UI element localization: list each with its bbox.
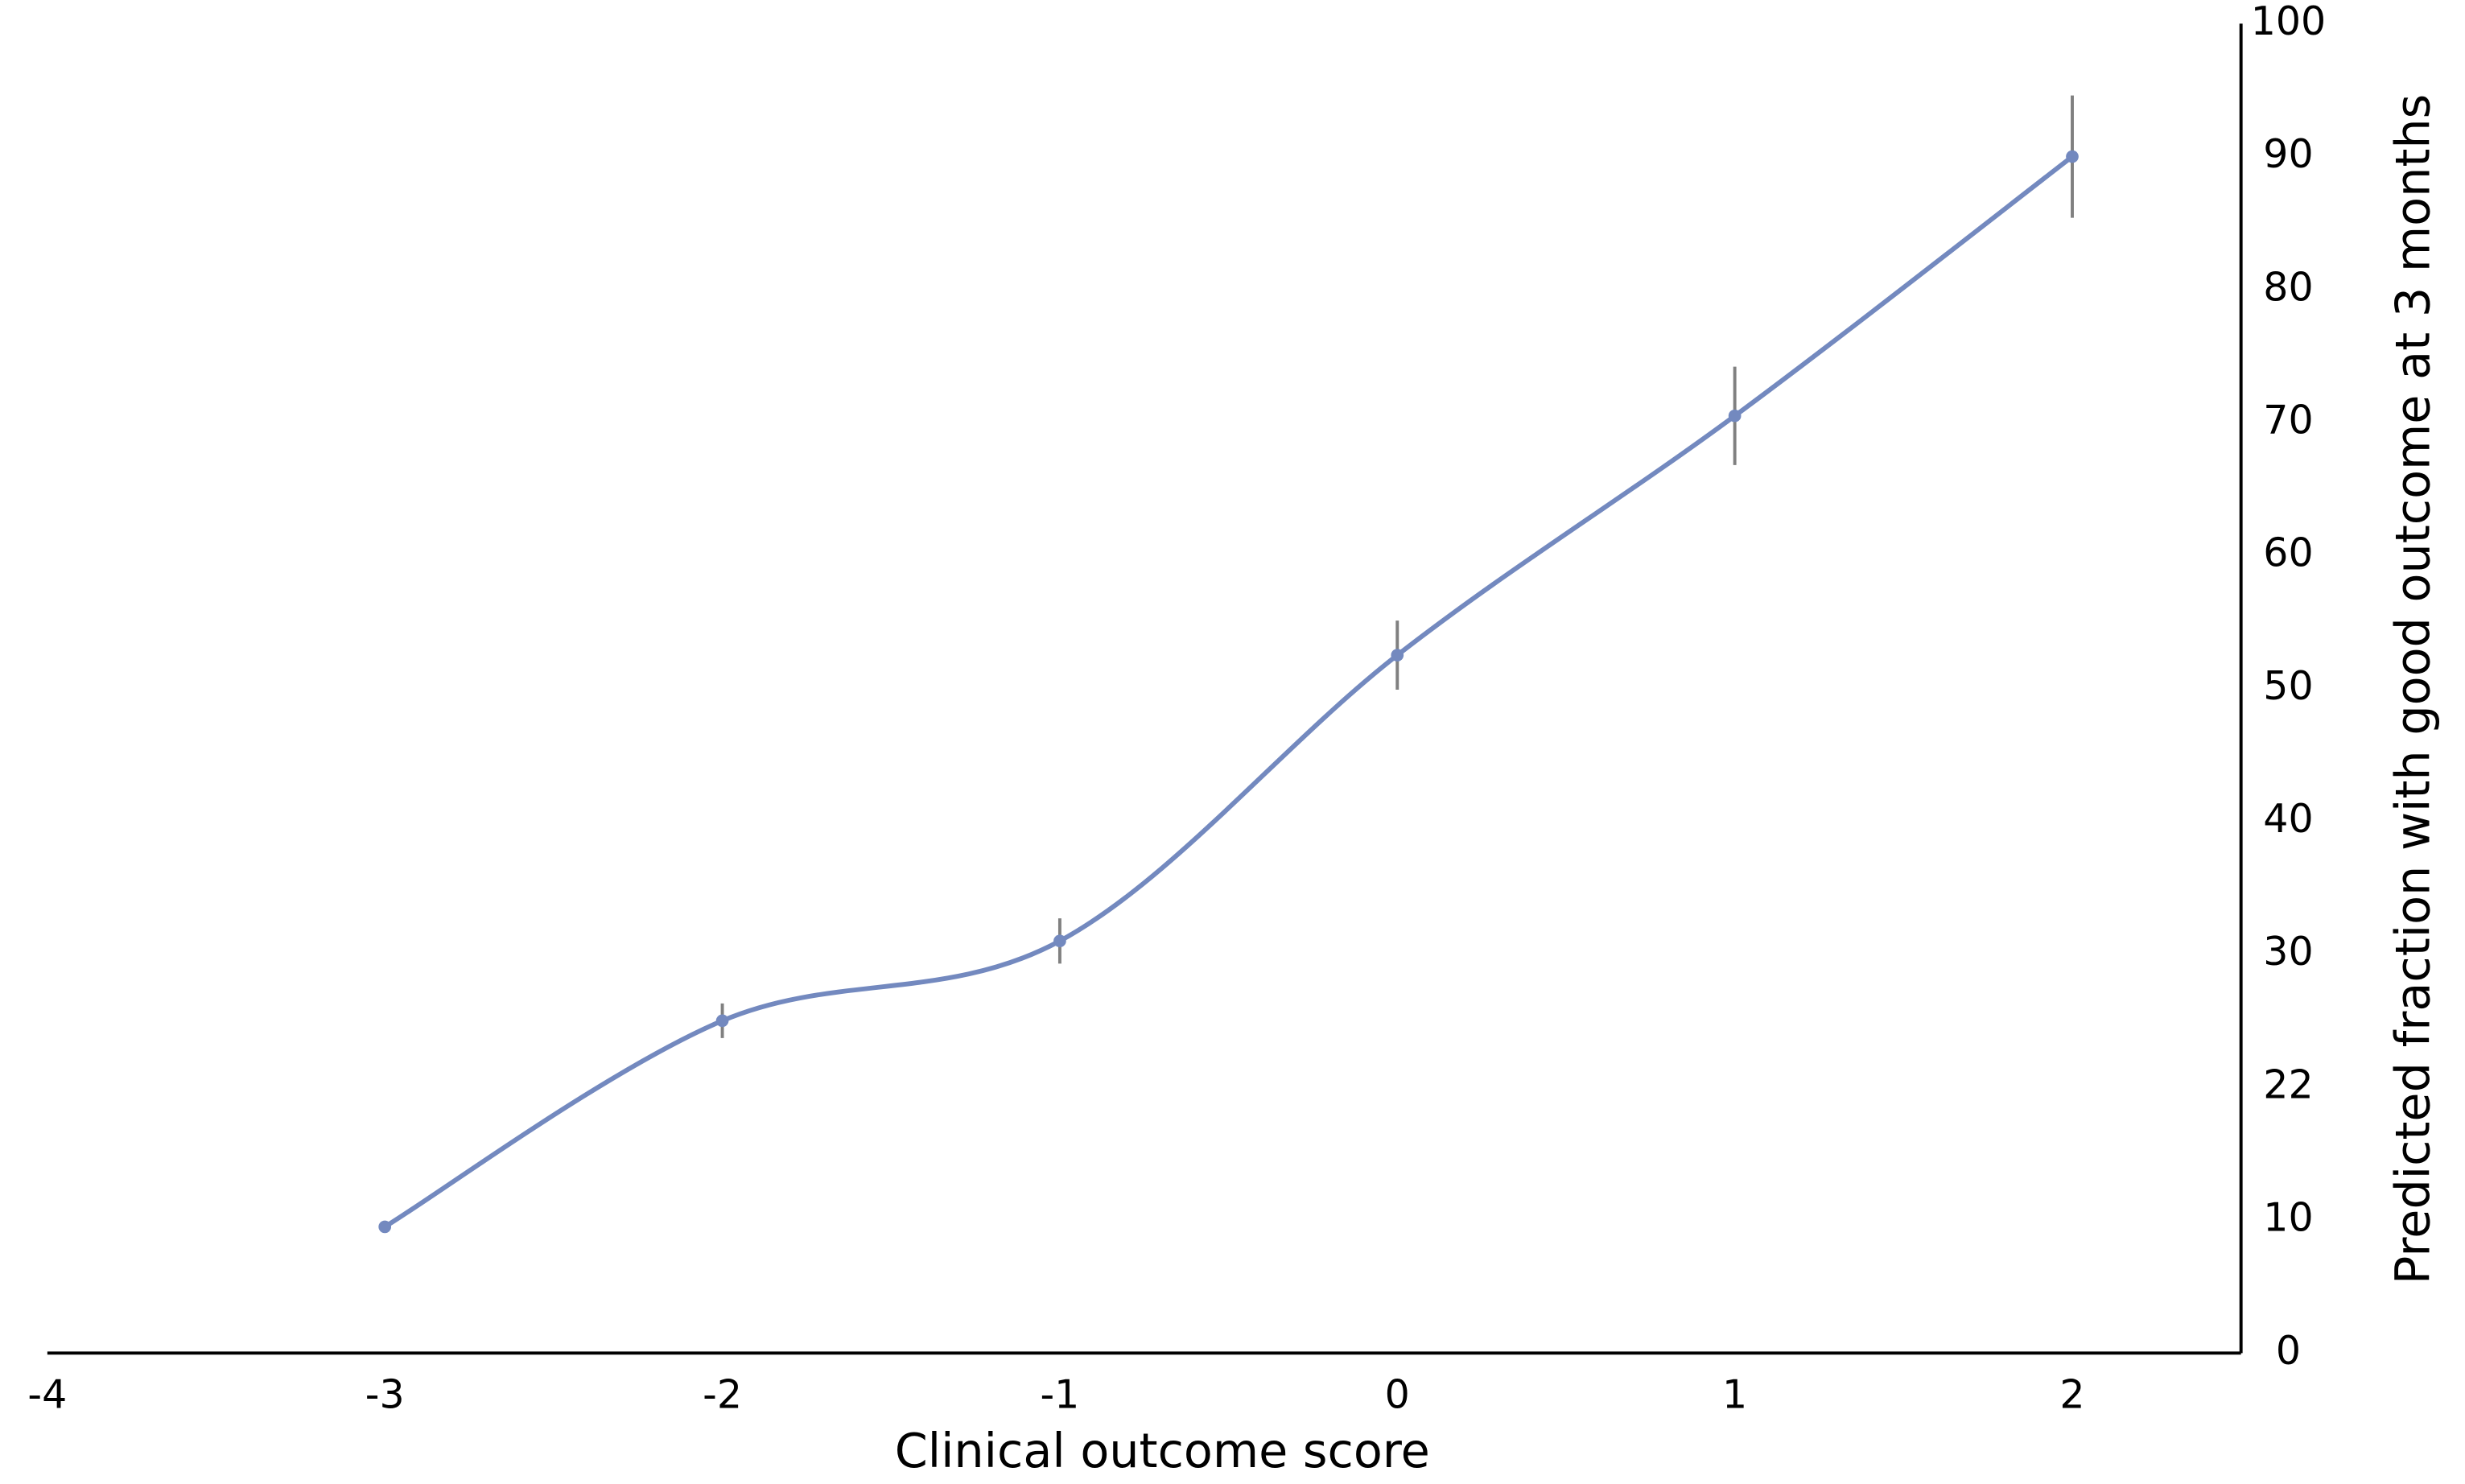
y-tick-label: 100 xyxy=(2251,0,2327,44)
y-tick-label: 60 xyxy=(2263,530,2313,576)
x-tick-label: 1 xyxy=(1722,1372,1747,1418)
x-tick-label: -1 xyxy=(1041,1372,1080,1418)
x-tick-label: -2 xyxy=(703,1372,742,1418)
data-point xyxy=(1053,934,1066,948)
x-tick-label: 2 xyxy=(2059,1372,2084,1418)
y-tick-label: 70 xyxy=(2263,397,2313,443)
data-point xyxy=(1391,649,1404,662)
x-tick-label: -3 xyxy=(365,1372,405,1418)
line xyxy=(383,155,2074,1229)
y-tick-label: 90 xyxy=(2263,131,2313,177)
data-point xyxy=(378,1220,392,1234)
data-point xyxy=(715,1014,729,1028)
y-tick-label: 80 xyxy=(2263,264,2313,310)
y-axis-title: Predicted fraction with good outcome at … xyxy=(2385,94,2440,1284)
data-point xyxy=(2066,150,2079,163)
x-axis-title: Clinical outcome score xyxy=(895,1423,1430,1478)
data-point xyxy=(1728,409,1742,423)
y-tick-label: 30 xyxy=(2263,929,2313,975)
y-tick-label: 22 xyxy=(2263,1061,2313,1107)
y-tick-label: 10 xyxy=(2263,1195,2313,1241)
y-tick-label: 40 xyxy=(2263,796,2313,842)
y-tick-label: 50 xyxy=(2263,663,2313,709)
x-tick-label: 0 xyxy=(1385,1372,1410,1418)
y-tick-label: 0 xyxy=(2276,1328,2301,1374)
x-tick-label: -4 xyxy=(27,1372,67,1418)
